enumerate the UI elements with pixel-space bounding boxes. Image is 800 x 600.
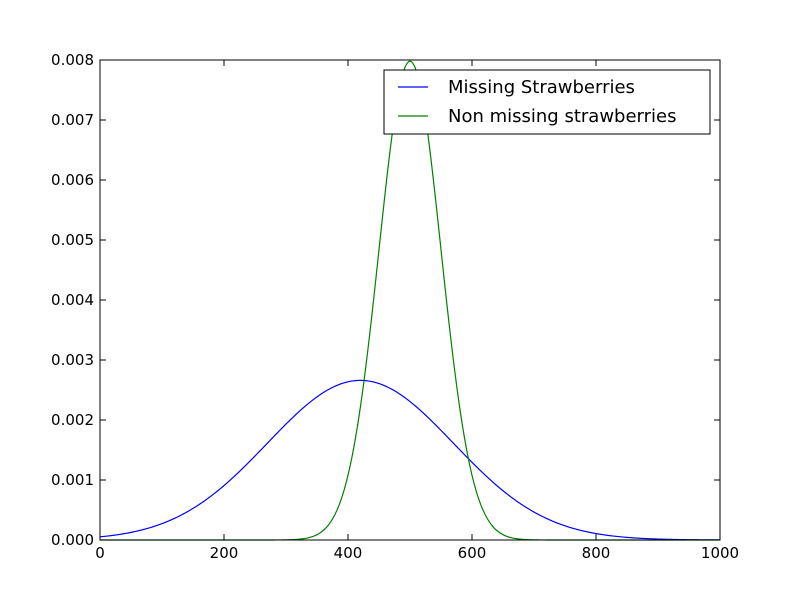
y-tick-label: 0.001 (51, 471, 94, 489)
legend-label-0: Missing Strawberries (448, 77, 635, 98)
y-tick-label: 0.000 (51, 531, 94, 549)
x-tick-label: 400 (334, 544, 363, 562)
legend-label-1: Non missing strawberries (448, 106, 676, 127)
y-tick-label: 0.004 (51, 291, 94, 309)
x-tick-label: 200 (210, 544, 239, 562)
legend-box (383, 69, 711, 135)
y-tick-label: 0.005 (51, 231, 94, 249)
y-tick-label: 0.002 (51, 411, 94, 429)
legend: Missing Strawberries Non missing strawber… (383, 69, 711, 135)
y-tick-label: 0.007 (51, 111, 94, 129)
y-tick-label: 0.006 (51, 171, 94, 189)
series-line-0 (99, 379, 721, 541)
x-tick-label: 800 (582, 544, 611, 562)
x-tick-label: 1000 (701, 544, 739, 562)
y-tick-label: 0.008 (51, 51, 94, 69)
y-tick-label: 0.003 (51, 351, 94, 369)
x-tick-label: 0 (95, 544, 105, 562)
axis-ticks: 0 200 400 600 800 1000 0.000 0.001 0.002 0.003 0.0… (51, 51, 739, 562)
x-tick-label: 600 (458, 544, 487, 562)
